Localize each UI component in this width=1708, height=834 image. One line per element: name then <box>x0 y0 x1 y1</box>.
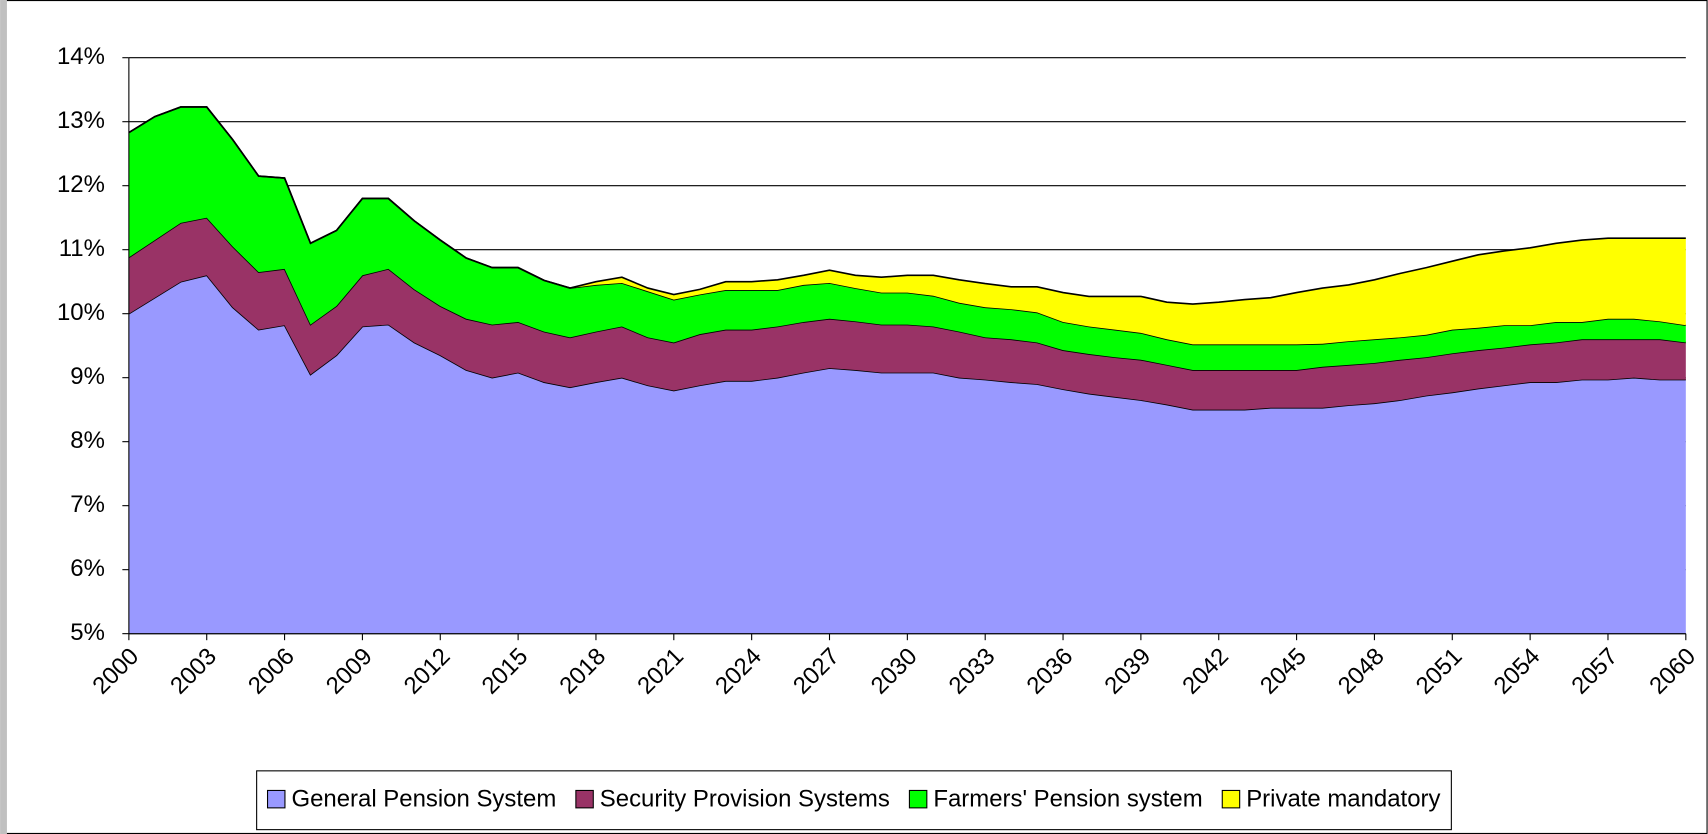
legend-label: Private mandatory <box>1246 786 1440 813</box>
y-tick-label: 10% <box>57 299 105 326</box>
legend-swatch <box>1221 789 1241 809</box>
legend-swatch <box>908 789 928 809</box>
legend-box <box>256 770 1452 831</box>
y-tick-label: 5% <box>70 619 105 646</box>
y-tick-label: 12% <box>57 171 105 198</box>
legend-swatch <box>266 789 286 809</box>
area-fill <box>128 275 1686 634</box>
y-tick-label: 14% <box>57 43 105 70</box>
legend: General Pension System Security Provision… <box>256 770 1452 831</box>
area-fill <box>128 106 1686 345</box>
y-tick-label: 11% <box>59 235 105 262</box>
area-edge <box>128 106 1686 305</box>
y-tick-label: 13% <box>57 107 105 134</box>
plot-area: 5%6%7%8%9%10%11%12%13%14%2000 2003 2006 200… <box>57 43 1701 700</box>
y-tick-label: 9% <box>70 363 105 390</box>
area-fill <box>128 217 1686 410</box>
legend-label: General Pension System <box>291 786 556 813</box>
area-fill <box>128 106 1686 371</box>
y-tick-label: 7% <box>70 491 105 518</box>
y-tick-label: 8% <box>70 427 105 454</box>
y-tick-label: 6% <box>70 555 105 582</box>
legend-swatch <box>575 789 594 809</box>
legend-label: Farmers' Pension system <box>933 786 1202 813</box>
legend-label: Security Provision Systems <box>600 786 890 813</box>
window-edge <box>0 0 7 834</box>
